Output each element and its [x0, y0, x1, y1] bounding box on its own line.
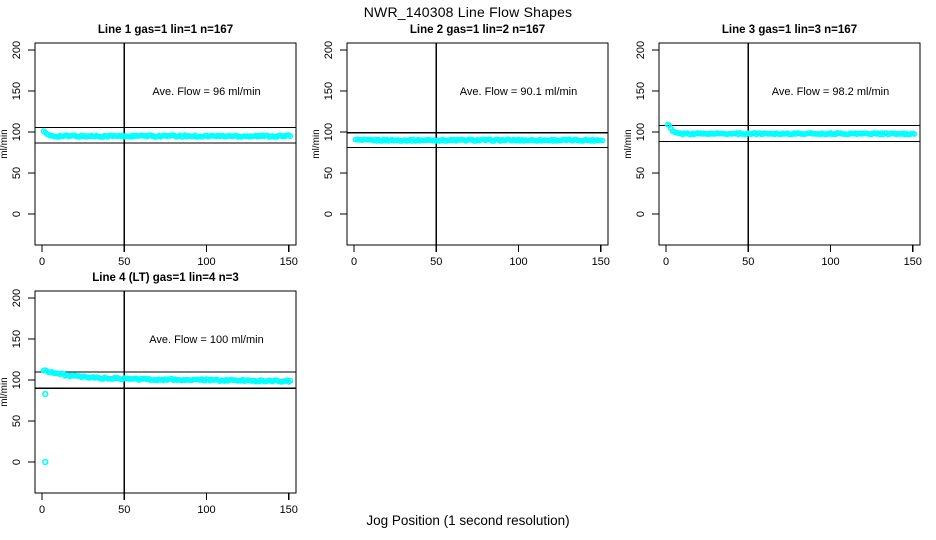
x-tick-label: 100 — [821, 256, 839, 268]
flow-point — [287, 133, 294, 140]
y-tick-label: 100 — [11, 371, 23, 389]
y-axis-label: ml/min — [624, 129, 634, 158]
y-tick-label: 200 — [11, 41, 23, 59]
flow-series-points — [664, 121, 918, 138]
outlier-point — [42, 390, 49, 398]
y-tick-label: 200 — [635, 41, 647, 59]
ave-flow-annotation: Ave. Flow = 98.2 ml/min — [772, 86, 889, 98]
y-tick-label: 150 — [11, 82, 23, 100]
flow-series-points — [352, 136, 606, 144]
x-tick-label: 0 — [351, 256, 357, 268]
y-tick-label: 50 — [635, 167, 647, 179]
y-tick-label: 0 — [11, 211, 23, 217]
y-tick-label: 0 — [635, 211, 647, 217]
y-axis-label: ml/min — [0, 377, 10, 406]
subplot-canvas: Line 4 (LT) gas=1 lin=4 n=3 0 50 100 150 200 0… — [0, 272, 298, 516]
plot-box — [34, 290, 297, 494]
subplot-line-2: Line 2 gas=1 lin=2 n=167 0 50 100 150 200 0 50 1… — [312, 20, 624, 292]
subplot-line-4: Line 4 (LT) gas=1 lin=4 n=3 0 50 100 150 200 0… — [0, 268, 312, 540]
ave-flow-annotation: Ave. Flow = 90.1 ml/min — [460, 86, 577, 98]
y-tick-label: 150 — [635, 82, 647, 100]
x-tick-label: 150 — [592, 256, 610, 268]
subplot-title: Line 4 (LT) gas=1 lin=4 n=3 — [92, 272, 238, 284]
x-tick-label: 150 — [904, 256, 922, 268]
flow-point — [911, 131, 918, 137]
subplot-line-3: Line 3 gas=1 lin=3 n=167 0 50 100 150 200 0 50 1… — [624, 20, 936, 292]
x-tick-label: 0 — [39, 256, 45, 268]
x-tick-label: 150 — [280, 504, 298, 516]
y-tick-label: 0 — [11, 459, 23, 465]
flow-point — [287, 377, 294, 384]
x-tick-label: 0 — [39, 504, 45, 516]
flow-series-points — [40, 367, 294, 385]
y-tick-label: 100 — [11, 123, 23, 141]
subplot-canvas: Line 3 gas=1 lin=3 n=167 0 50 100 150 200 0 50 1… — [624, 24, 922, 268]
y-tick-label: 100 — [635, 123, 647, 141]
x-axis-label: Jog Position (1 second resolution) — [366, 513, 570, 528]
x-tick-label: 50 — [430, 256, 442, 268]
y-tick-label: 50 — [11, 415, 23, 427]
plot-box — [346, 42, 609, 246]
subplot-title: Line 3 gas=1 lin=3 n=167 — [722, 24, 857, 36]
plot-box — [34, 42, 297, 246]
subplot-title: Line 1 gas=1 lin=1 n=167 — [98, 24, 233, 36]
x-tick-label: 50 — [118, 504, 130, 516]
subplot-canvas: Line 2 gas=1 lin=2 n=167 0 50 100 150 200 0 50 1… — [312, 24, 610, 268]
outlier-point — [42, 458, 49, 466]
x-tick-label: 100 — [197, 256, 215, 268]
x-tick-label: 100 — [197, 504, 215, 516]
subplot-canvas: Line 1 gas=1 lin=1 n=167 0 50 100 150 200 0 50 1… — [0, 24, 298, 268]
y-tick-label: 200 — [11, 289, 23, 307]
plot-box — [658, 42, 921, 246]
flow-series-points — [40, 128, 294, 140]
y-tick-label: 0 — [323, 211, 335, 217]
ave-flow-annotation: Ave. Flow = 96 ml/min — [152, 86, 260, 98]
x-tick-label: 0 — [663, 256, 669, 268]
x-tick-label: 100 — [509, 256, 527, 268]
y-tick-label: 50 — [323, 167, 335, 179]
x-tick-label: 50 — [742, 256, 754, 268]
subplot-line-1: Line 1 gas=1 lin=1 n=167 0 50 100 150 200 0 50 1… — [0, 20, 312, 292]
x-tick-label: 150 — [280, 256, 298, 268]
y-tick-label: 50 — [11, 167, 23, 179]
ave-flow-annotation: Ave. Flow = 100 ml/min — [149, 334, 263, 346]
figure-title: NWR_140308 Line Flow Shapes — [363, 4, 573, 20]
y-axis-label: ml/min — [312, 129, 322, 158]
y-tick-label: 100 — [323, 123, 335, 141]
x-tick-label: 50 — [118, 256, 130, 268]
flow-point — [599, 137, 606, 144]
y-tick-label: 150 — [323, 82, 335, 100]
subplot-title: Line 2 gas=1 lin=2 n=167 — [410, 24, 545, 36]
y-axis-label: ml/min — [0, 129, 10, 158]
y-tick-label: 200 — [323, 41, 335, 59]
y-tick-label: 150 — [11, 330, 23, 348]
